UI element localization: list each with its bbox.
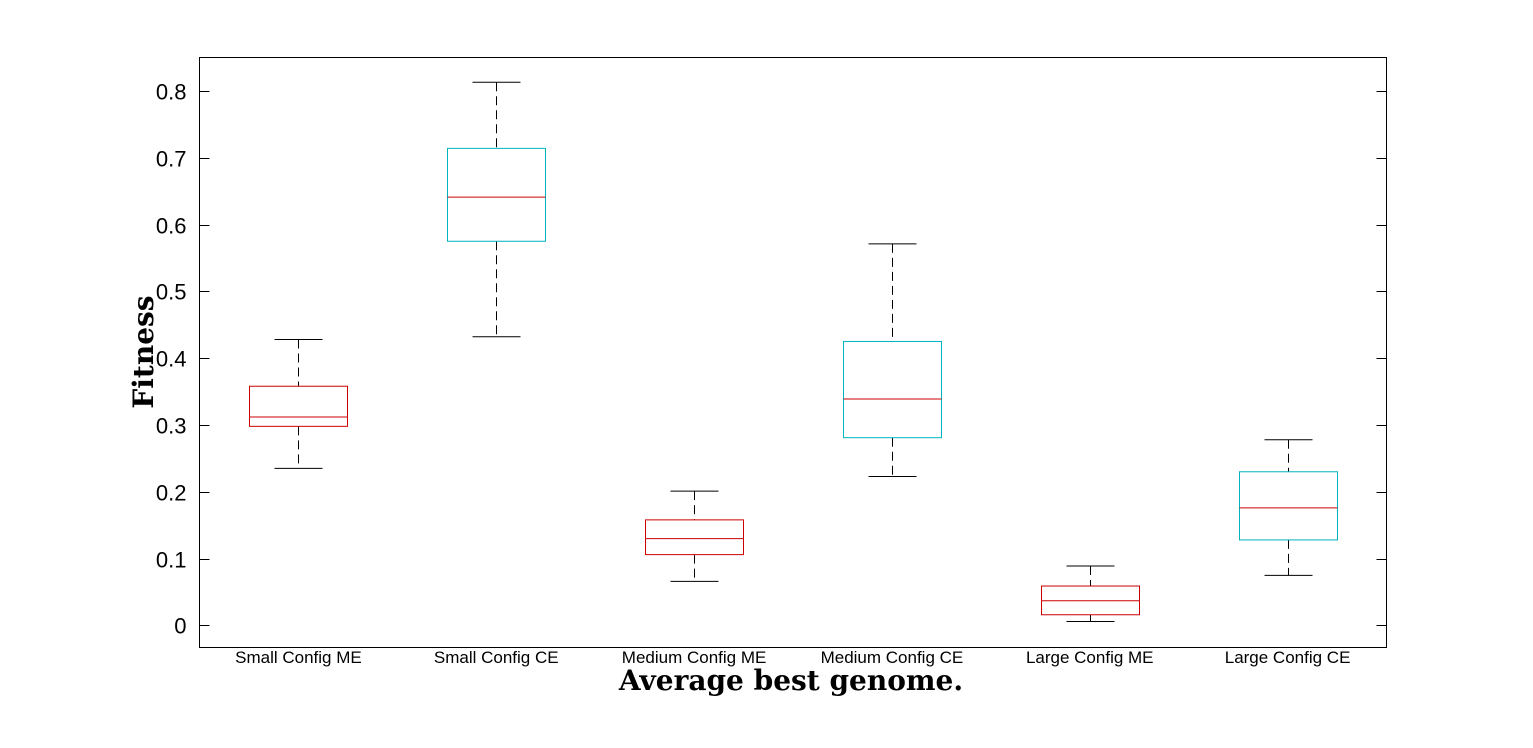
box-series [249, 81, 1338, 622]
y-axis-tick-labels: 0 0.1 0.2 0.3 0.4 0.5 0.6 0.7 0.8 [156, 80, 187, 639]
box-group [645, 490, 744, 582]
box-group [1239, 439, 1338, 576]
x-category-label: Large Config CE [1225, 648, 1351, 667]
y-tick-label: 0 [174, 614, 186, 639]
y-tick-label: 0.1 [156, 548, 187, 573]
y-tick-label: 0.4 [156, 347, 187, 372]
plot-area-frame [199, 57, 1387, 648]
x-category-label: Small Config CE [434, 648, 559, 667]
y-tick-label: 0.5 [156, 280, 187, 305]
box-group [1041, 565, 1140, 622]
x-category-label: Small Config ME [235, 648, 362, 667]
y-tick-label: 0.7 [156, 147, 187, 172]
x-category-label: Medium Config CE [821, 648, 964, 667]
box-iqr [1239, 471, 1338, 541]
box-iqr [645, 519, 744, 556]
box-group [249, 338, 348, 469]
box-iqr [447, 147, 546, 242]
x-axis-category-labels: Small Config ME Small Config CE Medium Con… [235, 648, 1350, 667]
y-axis-ticks-left [199, 91, 210, 626]
x-axis-title: Average best genome. [618, 664, 963, 697]
y-axis-ticks-right [1376, 91, 1387, 626]
x-category-label: Medium Config ME [622, 648, 767, 667]
y-tick-label: 0.6 [156, 214, 187, 239]
y-tick-label: 0.2 [156, 481, 187, 506]
box-iqr [843, 340, 942, 439]
box-group [447, 81, 546, 338]
box-group [843, 243, 942, 477]
y-tick-label: 0.3 [156, 414, 187, 439]
y-tick-label: 0.8 [156, 80, 187, 105]
x-category-label: Large Config ME [1026, 648, 1154, 667]
y-axis-title: Fitness [127, 295, 160, 408]
box-iqr [249, 385, 348, 427]
